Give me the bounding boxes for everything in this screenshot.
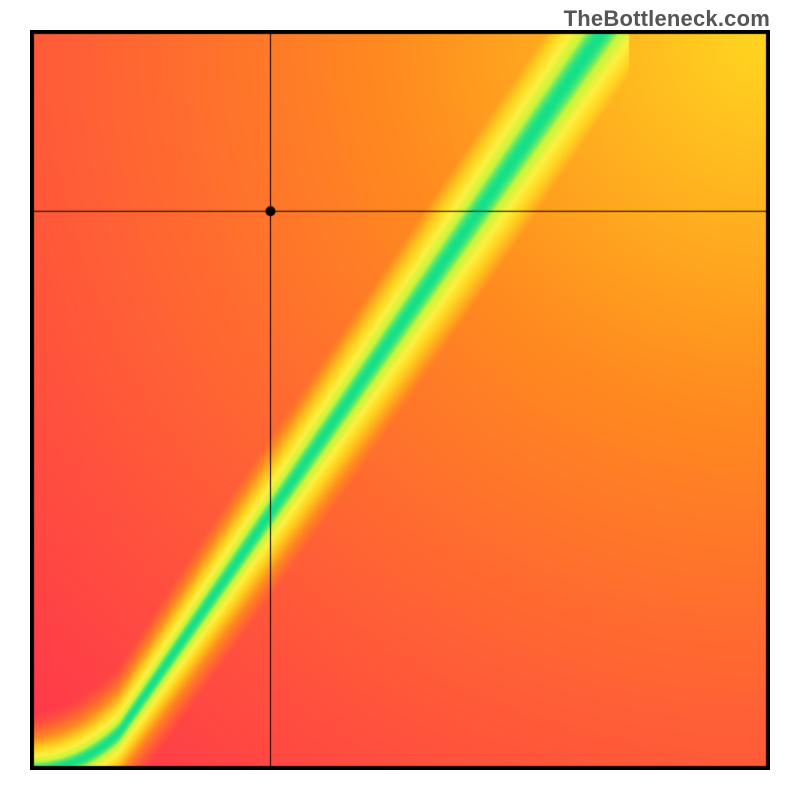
bottleneck-heatmap — [30, 30, 770, 770]
watermark-text: TheBottleneck.com — [564, 6, 770, 32]
heatmap-canvas — [30, 30, 770, 770]
